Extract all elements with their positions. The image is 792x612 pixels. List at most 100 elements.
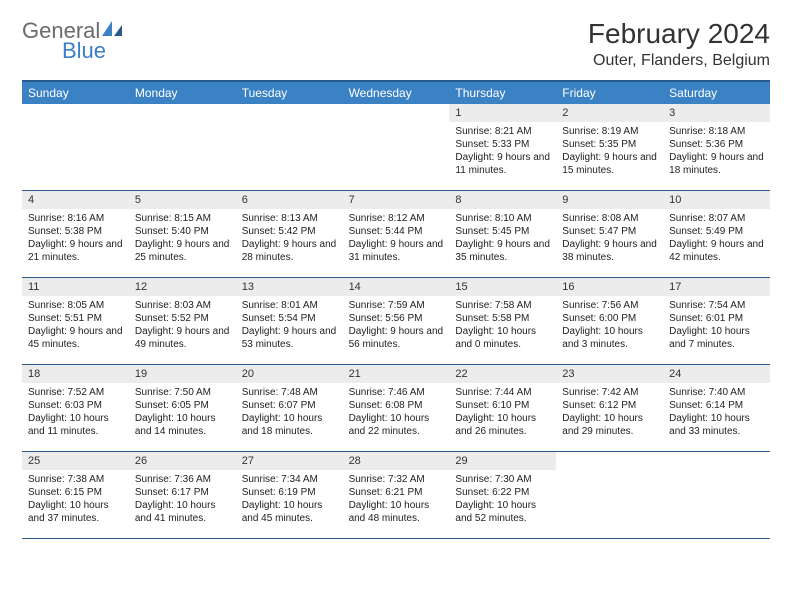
day-number: 23 — [556, 365, 663, 383]
sunset-text: Sunset: 6:12 PM — [562, 399, 657, 412]
sunrise-text: Sunrise: 7:46 AM — [349, 386, 444, 399]
day-cell — [236, 104, 343, 190]
day-cell: 26Sunrise: 7:36 AMSunset: 6:17 PMDayligh… — [129, 452, 236, 538]
sunset-text: Sunset: 6:01 PM — [669, 312, 764, 325]
day-number: 1 — [449, 104, 556, 122]
day-header: Sunday — [22, 82, 129, 104]
sunrise-text: Sunrise: 7:59 AM — [349, 299, 444, 312]
month-title: February 2024 — [588, 18, 770, 50]
week-row: 4Sunrise: 8:16 AMSunset: 5:38 PMDaylight… — [22, 191, 770, 278]
day-content: Sunrise: 8:10 AMSunset: 5:45 PMDaylight:… — [449, 209, 556, 268]
day-content: Sunrise: 8:21 AMSunset: 5:33 PMDaylight:… — [449, 122, 556, 181]
day-cell: 29Sunrise: 7:30 AMSunset: 6:22 PMDayligh… — [449, 452, 556, 538]
day-number: 19 — [129, 365, 236, 383]
sunrise-text: Sunrise: 7:52 AM — [28, 386, 123, 399]
day-cell: 2Sunrise: 8:19 AMSunset: 5:35 PMDaylight… — [556, 104, 663, 190]
week-row: 11Sunrise: 8:05 AMSunset: 5:51 PMDayligh… — [22, 278, 770, 365]
sunrise-text: Sunrise: 8:13 AM — [242, 212, 337, 225]
day-content: Sunrise: 7:30 AMSunset: 6:22 PMDaylight:… — [449, 470, 556, 529]
day-content: Sunrise: 7:38 AMSunset: 6:15 PMDaylight:… — [22, 470, 129, 529]
daylight-text: Daylight: 9 hours and 35 minutes. — [455, 238, 550, 264]
day-content: Sunrise: 8:13 AMSunset: 5:42 PMDaylight:… — [236, 209, 343, 268]
day-cell: 20Sunrise: 7:48 AMSunset: 6:07 PMDayligh… — [236, 365, 343, 451]
day-number: 2 — [556, 104, 663, 122]
daylight-text: Daylight: 9 hours and 31 minutes. — [349, 238, 444, 264]
sunset-text: Sunset: 6:14 PM — [669, 399, 764, 412]
day-number: 14 — [343, 278, 450, 296]
day-number: 16 — [556, 278, 663, 296]
day-header: Wednesday — [343, 82, 450, 104]
day-content: Sunrise: 7:32 AMSunset: 6:21 PMDaylight:… — [343, 470, 450, 529]
day-content: Sunrise: 7:50 AMSunset: 6:05 PMDaylight:… — [129, 383, 236, 442]
day-content: Sunrise: 8:03 AMSunset: 5:52 PMDaylight:… — [129, 296, 236, 355]
sunrise-text: Sunrise: 8:12 AM — [349, 212, 444, 225]
day-content: Sunrise: 8:05 AMSunset: 5:51 PMDaylight:… — [22, 296, 129, 355]
day-content: Sunrise: 8:12 AMSunset: 5:44 PMDaylight:… — [343, 209, 450, 268]
day-cell: 18Sunrise: 7:52 AMSunset: 6:03 PMDayligh… — [22, 365, 129, 451]
sunset-text: Sunset: 5:56 PM — [349, 312, 444, 325]
sunrise-text: Sunrise: 7:58 AM — [455, 299, 550, 312]
sunrise-text: Sunrise: 7:32 AM — [349, 473, 444, 486]
day-content: Sunrise: 8:07 AMSunset: 5:49 PMDaylight:… — [663, 209, 770, 268]
day-cell: 23Sunrise: 7:42 AMSunset: 6:12 PMDayligh… — [556, 365, 663, 451]
day-content: Sunrise: 7:52 AMSunset: 6:03 PMDaylight:… — [22, 383, 129, 442]
day-content: Sunrise: 7:44 AMSunset: 6:10 PMDaylight:… — [449, 383, 556, 442]
day-cell: 13Sunrise: 8:01 AMSunset: 5:54 PMDayligh… — [236, 278, 343, 364]
sunset-text: Sunset: 6:17 PM — [135, 486, 230, 499]
day-content: Sunrise: 7:59 AMSunset: 5:56 PMDaylight:… — [343, 296, 450, 355]
week-row: 18Sunrise: 7:52 AMSunset: 6:03 PMDayligh… — [22, 365, 770, 452]
sunrise-text: Sunrise: 7:42 AM — [562, 386, 657, 399]
daylight-text: Daylight: 10 hours and 52 minutes. — [455, 499, 550, 525]
sunset-text: Sunset: 5:45 PM — [455, 225, 550, 238]
week-row: 25Sunrise: 7:38 AMSunset: 6:15 PMDayligh… — [22, 452, 770, 539]
sunset-text: Sunset: 5:58 PM — [455, 312, 550, 325]
sunrise-text: Sunrise: 8:01 AM — [242, 299, 337, 312]
sunrise-text: Sunrise: 8:08 AM — [562, 212, 657, 225]
day-content: Sunrise: 7:48 AMSunset: 6:07 PMDaylight:… — [236, 383, 343, 442]
daylight-text: Daylight: 10 hours and 11 minutes. — [28, 412, 123, 438]
day-cell: 7Sunrise: 8:12 AMSunset: 5:44 PMDaylight… — [343, 191, 450, 277]
day-number: 28 — [343, 452, 450, 470]
daylight-text: Daylight: 10 hours and 48 minutes. — [349, 499, 444, 525]
day-number: 20 — [236, 365, 343, 383]
sunset-text: Sunset: 5:44 PM — [349, 225, 444, 238]
day-cell: 5Sunrise: 8:15 AMSunset: 5:40 PMDaylight… — [129, 191, 236, 277]
logo: GeneralBlue — [22, 18, 125, 64]
sunset-text: Sunset: 5:35 PM — [562, 138, 657, 151]
sunrise-text: Sunrise: 7:40 AM — [669, 386, 764, 399]
sunset-text: Sunset: 5:51 PM — [28, 312, 123, 325]
day-number: 3 — [663, 104, 770, 122]
daylight-text: Daylight: 10 hours and 41 minutes. — [135, 499, 230, 525]
day-number: 7 — [343, 191, 450, 209]
week-row: 1Sunrise: 8:21 AMSunset: 5:33 PMDaylight… — [22, 104, 770, 191]
sunrise-text: Sunrise: 7:54 AM — [669, 299, 764, 312]
day-cell: 1Sunrise: 8:21 AMSunset: 5:33 PMDaylight… — [449, 104, 556, 190]
day-content: Sunrise: 8:08 AMSunset: 5:47 PMDaylight:… — [556, 209, 663, 268]
daylight-text: Daylight: 9 hours and 18 minutes. — [669, 151, 764, 177]
sunset-text: Sunset: 6:03 PM — [28, 399, 123, 412]
daylight-text: Daylight: 9 hours and 45 minutes. — [28, 325, 123, 351]
title-block: February 2024 Outer, Flanders, Belgium — [588, 18, 770, 70]
location-text: Outer, Flanders, Belgium — [588, 52, 770, 70]
day-cell: 8Sunrise: 8:10 AMSunset: 5:45 PMDaylight… — [449, 191, 556, 277]
sunset-text: Sunset: 5:42 PM — [242, 225, 337, 238]
day-cell: 28Sunrise: 7:32 AMSunset: 6:21 PMDayligh… — [343, 452, 450, 538]
daylight-text: Daylight: 9 hours and 38 minutes. — [562, 238, 657, 264]
daylight-text: Daylight: 10 hours and 26 minutes. — [455, 412, 550, 438]
daylight-text: Daylight: 9 hours and 25 minutes. — [135, 238, 230, 264]
day-number: 24 — [663, 365, 770, 383]
day-content: Sunrise: 7:58 AMSunset: 5:58 PMDaylight:… — [449, 296, 556, 355]
day-cell: 10Sunrise: 8:07 AMSunset: 5:49 PMDayligh… — [663, 191, 770, 277]
daylight-text: Daylight: 10 hours and 22 minutes. — [349, 412, 444, 438]
day-number: 8 — [449, 191, 556, 209]
page-header: GeneralBlue February 2024 Outer, Flander… — [22, 18, 770, 70]
day-content: Sunrise: 8:18 AMSunset: 5:36 PMDaylight:… — [663, 122, 770, 181]
day-cell: 17Sunrise: 7:54 AMSunset: 6:01 PMDayligh… — [663, 278, 770, 364]
day-content: Sunrise: 8:16 AMSunset: 5:38 PMDaylight:… — [22, 209, 129, 268]
day-cell: 6Sunrise: 8:13 AMSunset: 5:42 PMDaylight… — [236, 191, 343, 277]
day-cell: 24Sunrise: 7:40 AMSunset: 6:14 PMDayligh… — [663, 365, 770, 451]
day-cell: 14Sunrise: 7:59 AMSunset: 5:56 PMDayligh… — [343, 278, 450, 364]
day-cell — [22, 104, 129, 190]
sunset-text: Sunset: 5:40 PM — [135, 225, 230, 238]
day-number: 4 — [22, 191, 129, 209]
